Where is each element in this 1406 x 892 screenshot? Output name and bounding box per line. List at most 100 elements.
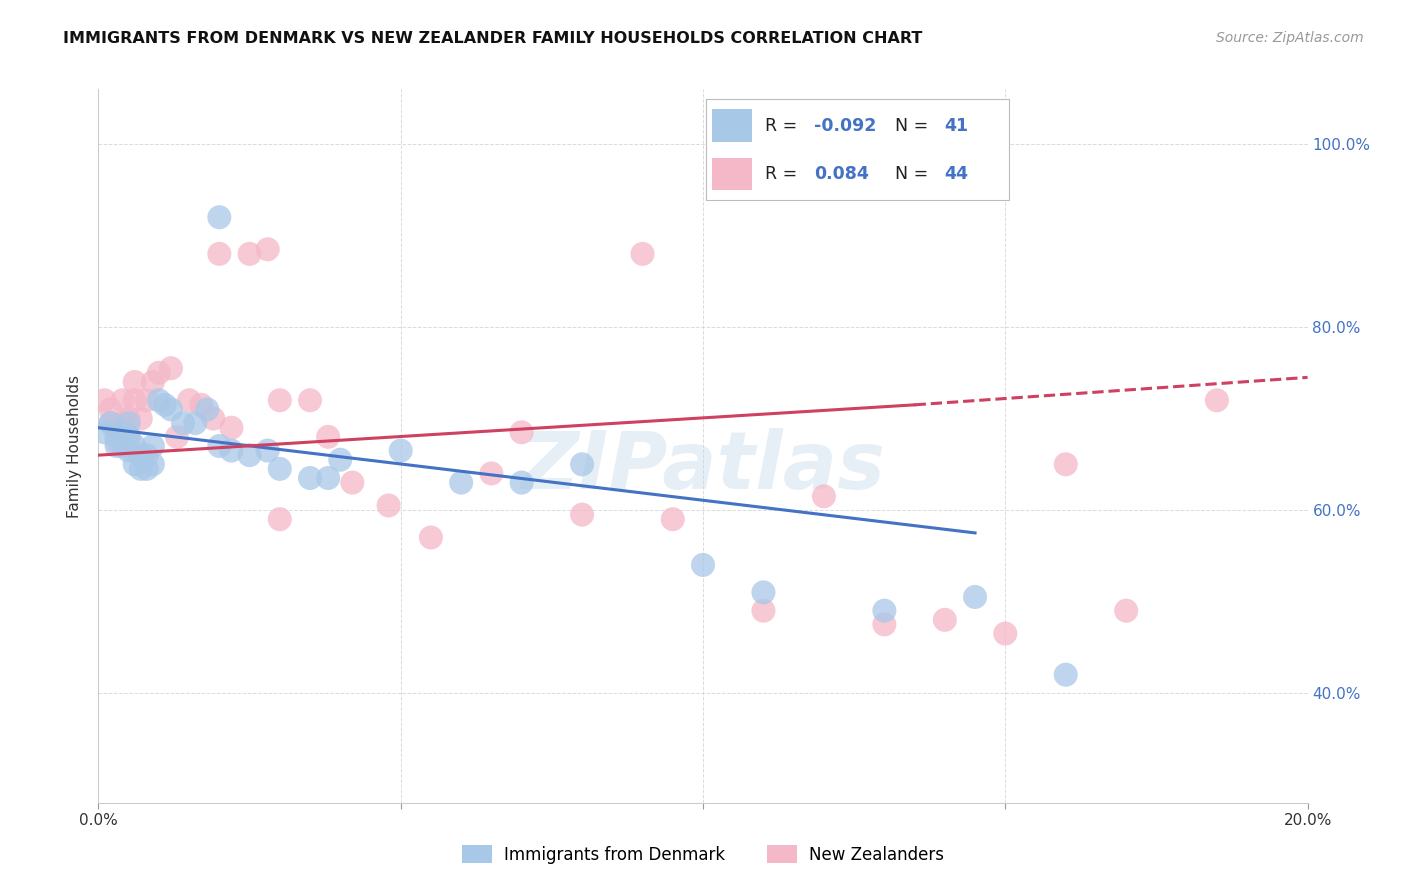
Point — [965, 590, 987, 604]
Text: N =: N = — [894, 117, 934, 135]
Point — [166, 430, 188, 444]
Point — [752, 585, 775, 599]
Point — [105, 434, 128, 449]
Point — [873, 604, 896, 618]
Point — [148, 366, 170, 380]
Point — [129, 462, 152, 476]
Point — [256, 242, 278, 256]
Point — [148, 393, 170, 408]
Point — [195, 402, 218, 417]
Point — [342, 475, 364, 490]
Point — [239, 448, 262, 462]
Point — [111, 425, 134, 440]
Point — [160, 402, 183, 417]
Point — [105, 439, 128, 453]
Point — [179, 393, 201, 408]
Point — [208, 247, 231, 261]
Point — [124, 439, 146, 453]
Point — [389, 443, 412, 458]
Point — [256, 443, 278, 458]
Point — [160, 361, 183, 376]
Point — [269, 462, 291, 476]
Point — [239, 247, 262, 261]
Y-axis label: Family Households: Family Households — [67, 375, 83, 517]
Point — [124, 458, 146, 472]
Point — [994, 626, 1017, 640]
Text: R =: R = — [765, 165, 808, 183]
Point — [135, 448, 157, 462]
Point — [93, 393, 115, 408]
Point — [269, 393, 291, 408]
Point — [631, 247, 654, 261]
Point — [118, 416, 141, 430]
Point — [661, 512, 683, 526]
Point — [142, 375, 165, 389]
Bar — [713, 110, 752, 142]
Point — [377, 499, 399, 513]
Point — [111, 439, 134, 453]
Point — [100, 416, 122, 430]
Point — [316, 430, 339, 444]
Point — [93, 425, 115, 440]
Point — [571, 458, 593, 472]
Point — [1115, 604, 1137, 618]
Point — [118, 443, 141, 458]
Text: IMMIGRANTS FROM DENMARK VS NEW ZEALANDER FAMILY HOUSEHOLDS CORRELATION CHART: IMMIGRANTS FROM DENMARK VS NEW ZEALANDER… — [63, 31, 922, 46]
Point — [118, 430, 141, 444]
Point — [510, 425, 533, 440]
Bar — [713, 158, 752, 190]
Point — [1054, 458, 1077, 472]
Point — [1206, 393, 1229, 408]
Point — [129, 411, 152, 425]
Point — [299, 471, 322, 485]
FancyBboxPatch shape — [706, 99, 1010, 200]
Point — [135, 393, 157, 408]
Point — [329, 452, 352, 467]
Point — [100, 416, 122, 430]
Point — [571, 508, 593, 522]
Text: N =: N = — [894, 165, 934, 183]
Point — [129, 448, 152, 462]
Point — [752, 604, 775, 618]
Point — [124, 375, 146, 389]
Point — [420, 531, 443, 545]
Point — [316, 471, 339, 485]
Text: 0.084: 0.084 — [814, 165, 869, 183]
Text: ZIPatlas: ZIPatlas — [520, 428, 886, 507]
Point — [208, 439, 231, 453]
Point — [1054, 667, 1077, 681]
Point — [105, 420, 128, 434]
Point — [111, 393, 134, 408]
Point — [118, 411, 141, 425]
Point — [813, 489, 835, 503]
Text: Source: ZipAtlas.com: Source: ZipAtlas.com — [1216, 31, 1364, 45]
Point — [105, 430, 128, 444]
Point — [202, 411, 225, 425]
Point — [153, 398, 176, 412]
Legend: Immigrants from Denmark, New Zealanders: Immigrants from Denmark, New Zealanders — [456, 838, 950, 871]
Point — [111, 416, 134, 430]
Point — [118, 430, 141, 444]
Point — [208, 211, 231, 225]
Point — [299, 393, 322, 408]
Point — [510, 475, 533, 490]
Text: 44: 44 — [945, 165, 969, 183]
Point — [172, 416, 194, 430]
Point — [221, 443, 243, 458]
Point — [873, 617, 896, 632]
Point — [100, 402, 122, 417]
Point — [135, 462, 157, 476]
Point — [934, 613, 956, 627]
Point — [184, 416, 207, 430]
Point — [142, 458, 165, 472]
Point — [450, 475, 472, 490]
Point — [481, 467, 503, 481]
Text: 41: 41 — [945, 117, 969, 135]
Point — [221, 420, 243, 434]
Text: -0.092: -0.092 — [814, 117, 877, 135]
Point — [269, 512, 291, 526]
Point — [190, 398, 212, 412]
Text: R =: R = — [765, 117, 803, 135]
Point — [124, 393, 146, 408]
Point — [142, 439, 165, 453]
